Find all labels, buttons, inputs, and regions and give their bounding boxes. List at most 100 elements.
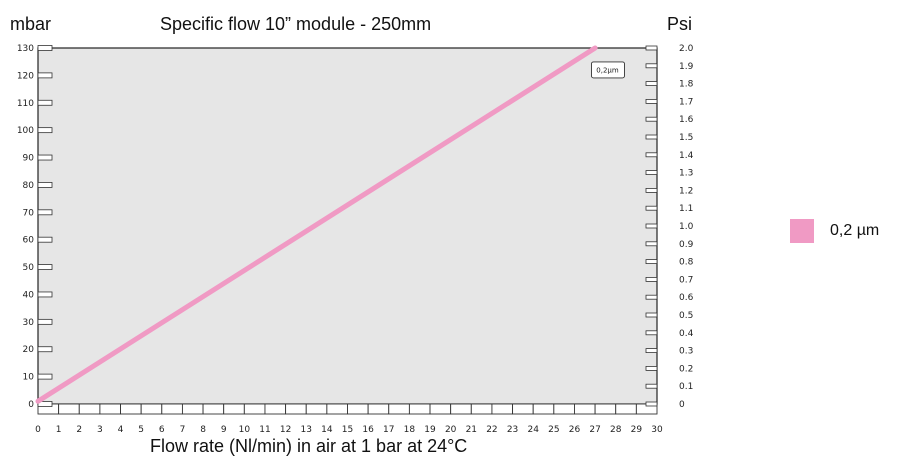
y-tick-label: 50 [23,263,35,273]
y2-tick-mark [645,205,658,211]
y2-tick-mark [645,365,658,371]
y2-tick-label: 1.3 [679,169,693,179]
y-tick-mark [37,209,53,216]
x-tick-label: 12 [280,425,291,435]
y2-tick-label: 1.8 [679,80,694,90]
x-tick-label: 24 [527,425,539,435]
x-axis-cell [388,403,410,415]
x-tick-label: 27 [589,425,600,435]
x-axis-cell [367,403,390,415]
y-tick-label: 30 [23,318,35,328]
y2-tick-label: 0.9 [679,240,694,250]
y2-tick-label: 0.5 [679,311,693,321]
x-tick-label: 5 [138,425,144,435]
x-tick-label: 0 [35,425,41,435]
x-tick-label: 16 [362,425,374,435]
y2-tick-mark [645,45,658,51]
x-tick-label: 30 [651,425,663,435]
y2-tick-mark [645,81,658,86]
y-tick-label: 90 [23,154,35,164]
x-axis-cell [140,403,163,415]
legend: 0,2 µm [790,219,879,243]
y2-tick-label: 1.5 [679,133,693,143]
y2-tick-mark [645,170,658,176]
y-tick-label: 80 [23,181,35,191]
y2-tick-label: 1.6 [679,115,694,125]
y2-tick-label: 1.0 [679,222,694,232]
x-axis-cell [202,403,225,415]
x-tick-label: 3 [97,425,103,435]
x-tick-label: 4 [118,425,124,435]
y2-tick-mark [645,99,658,104]
y2-tick-mark [645,241,658,247]
y-axis-unit-label: mbar [10,14,52,34]
x-axis-cell [326,403,348,415]
x-tick-label: 25 [548,425,559,435]
y-tick-mark [37,182,53,188]
y-tick-label: 60 [23,236,35,246]
x-axis-cell [470,403,493,415]
y2-axis-unit-label: Psi [667,14,693,34]
x-tick-label: 13 [301,425,312,435]
y-tick-mark [37,291,53,298]
y-tick-mark [37,45,53,51]
y-tick-mark [37,318,53,325]
x-axis-cell [347,403,369,415]
y-tick-mark [37,127,53,134]
y-tick-label: 110 [17,99,34,109]
x-axis-cell [78,403,101,415]
y2-tick-mark [645,223,658,229]
y2-tick-label: 0.1 [679,382,693,392]
x-tick-label: 11 [259,425,270,435]
y-tick-label: 100 [17,126,34,136]
x-tick-label: 6 [159,425,165,435]
y-tick-label: 40 [23,290,35,300]
chart-title: Specific flow 10” module - 250mm [160,14,432,34]
x-axis-cell [512,403,534,415]
x-tick-label: 9 [221,425,227,435]
x-axis-cell [305,403,328,415]
x-axis-cell [223,403,245,415]
x-axis-cell [553,403,575,415]
y2-tick-label: 0.4 [679,329,694,339]
y2-tick-mark [645,152,658,158]
x-tick-label: 23 [507,425,518,435]
x-axis-cell [161,403,183,415]
x-tick-label: 1 [56,425,62,435]
y-tick-label: 10 [23,373,35,383]
y2-tick-label: 0 [679,400,685,410]
x-tick-label: 10 [239,425,251,435]
x-tick-label: 7 [180,425,186,435]
x-axis-cell [574,403,596,415]
y2-tick-label: 1.1 [679,204,693,214]
x-tick-label: 18 [404,425,416,435]
y-tick-label: 130 [17,44,34,54]
y-tick-mark [37,373,53,380]
x-axis-cell [450,403,472,415]
y2-tick-label: 0.7 [679,275,693,285]
y2-tick-mark [645,330,658,336]
y2-tick-mark [645,401,658,407]
y2-tick-mark [645,259,658,265]
x-axis-cell [532,403,555,415]
y2-tick-label: 1.9 [679,62,694,72]
y2-tick-label: 0.6 [679,293,694,303]
y2-tick-mark [645,294,658,300]
y-tick-mark [37,99,53,106]
x-tick-label: 19 [424,425,436,435]
y-tick-label: 70 [23,208,35,218]
x-axis-cell [594,403,617,415]
y2-tick-mark [645,348,658,354]
y2-tick-label: 1.7 [679,97,693,107]
x-tick-label: 29 [631,425,643,435]
y-tick-label: 120 [17,71,34,81]
legend-label: 0,2 µm [830,222,880,239]
y2-tick-mark [645,134,658,140]
y2-tick-mark [645,116,658,122]
plot-area [37,47,658,405]
x-axis-cell [408,403,431,415]
series-annotation-box [591,61,625,79]
y2-tick-mark [645,312,658,318]
y2-tick-mark [645,187,658,193]
x-tick-label: 26 [569,425,581,435]
